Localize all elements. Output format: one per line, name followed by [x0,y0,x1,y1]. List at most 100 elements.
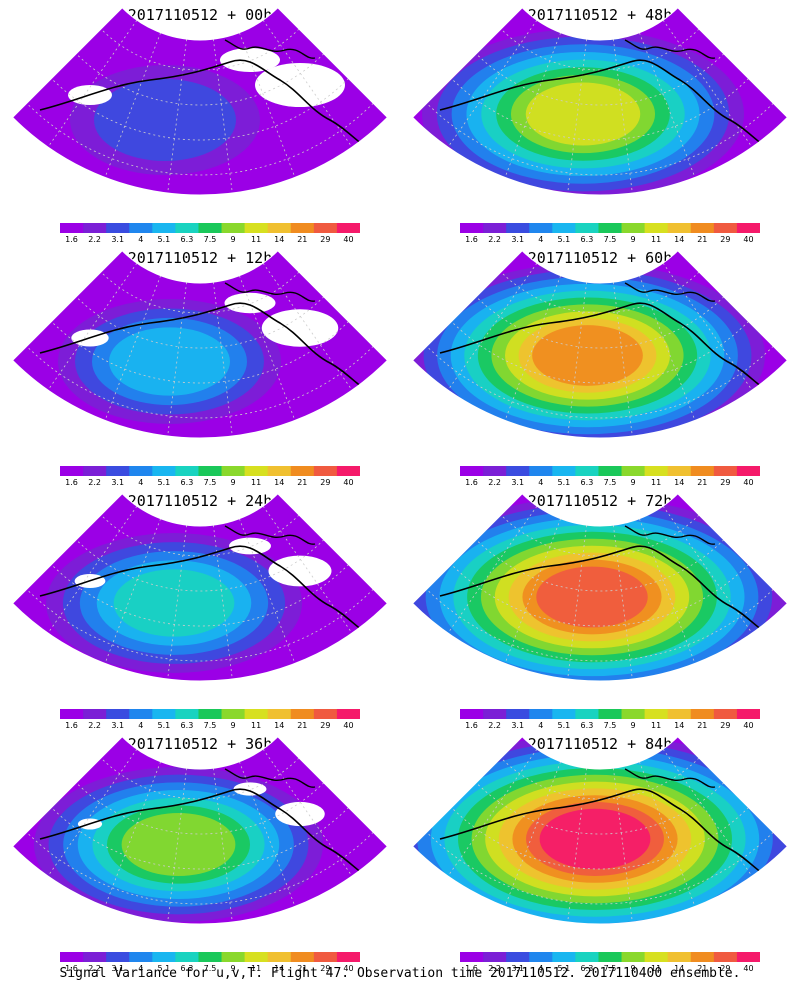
latitude-line [500,514,700,557]
colorbar-swatch [644,223,669,233]
colorbar-tick-label: 4 [138,721,144,730]
colorbar-tick-label: 11 [651,964,662,973]
colorbar-tick-label: 7.5 [203,235,217,244]
colorbar-swatch [644,466,669,476]
panel-title: 2017110512 + 36h [127,735,273,753]
colorbar-tick-label: 21 [297,721,308,730]
colorbar-tick-label: 11 [251,721,262,730]
sector-map [11,7,389,196]
colorbar-swatch [129,466,153,476]
coastline [39,788,371,880]
colorbar-swatch [552,952,576,962]
colorbar-tick-label: 2.2 [88,235,101,244]
colorbar-swatch [60,223,84,233]
longitude-line [167,282,187,437]
colorbar-tick-label: 40 [343,235,354,244]
variance-contour [94,79,236,161]
colorbar-tick-label: 7.5 [203,721,217,730]
panel-4: 2017110512 + 24h 1.6 2.2 3.1 4 5.1 6.3 7.5 9 11 14… [0,486,400,730]
colorbar-swatch [644,709,669,719]
longitude-line [639,32,696,178]
no-data-area [229,537,271,555]
colorbar-swatch [736,223,760,233]
colorbar-tick-label: 40 [743,721,754,730]
longitude-line [447,262,538,391]
colorbar-tick-label: 6.3 [580,964,594,973]
colorbar-swatch [152,952,176,962]
colorbar-tick-label: 6.3 [580,721,594,730]
colorbar-swatch [575,709,599,719]
colorbar-tick-label: 2.2 [88,721,101,730]
colorbar-swatch [552,466,576,476]
panel-1: 2017110512 + 48h 1.6 2.2 3.1 4 5.1 6.3 7.5 9 11 14… [400,0,800,244]
panel-title: 2017110512 + 84h [527,735,673,753]
colorbar-swatch [690,709,715,719]
colorbar-swatch [175,709,199,719]
colorbar-tick-label: 6.3 [580,478,594,487]
coastline [624,768,716,788]
map-outline [411,7,789,196]
colorbar-tick-label: 5.1 [157,721,171,730]
longitude-line [47,505,138,634]
longitude-line [213,525,233,680]
longitude-line [262,505,353,634]
latitude-line [26,588,374,662]
colorbar-swatch [244,952,269,962]
colorbar-swatch [244,466,269,476]
longitude-line [662,262,753,391]
latitude-line [500,28,700,71]
colorbar-swatch [336,223,360,233]
longitude-line [504,275,561,421]
panel-2: 2017110512 + 12h 1.6 2.2 3.1 4 5.1 6.3 7.5 9 11 14… [0,243,400,487]
colorbar-tick-label: 2.2 [88,964,101,973]
colorbar-tick-label: 1.6 [465,235,478,244]
colorbar-swatch [552,709,576,719]
colorbar-tick-label: 3.1 [511,721,525,730]
colorbar-swatch [713,952,738,962]
colorbar-swatch [175,952,199,962]
colorbar-tick-label: 7.5 [603,478,617,487]
colorbar-swatch [336,466,360,476]
longitude-line [262,262,353,391]
colorbar-swatch [198,952,223,962]
longitude-line [613,39,633,194]
longitude-line [662,505,753,634]
coastline [624,282,716,302]
colorbar-tick-label: 7.5 [203,964,217,973]
colorbar-tick-label: 9 [230,964,236,973]
panel-title: 2017110512 + 60h [527,249,673,267]
colorbar-tick-label: 4 [138,964,144,973]
panel-title: 2017110512 + 48h [527,6,673,24]
colorbar-swatch [575,223,599,233]
coastline [39,59,371,151]
longitude-line [104,518,161,664]
colorbar-swatch [175,466,199,476]
colorbar-swatch [460,223,484,233]
colorbar-tick-label: 5.1 [157,478,171,487]
panel-title: 2017110512 + 72h [527,492,673,510]
colorbar-swatch [460,952,484,962]
map-outline [411,250,789,439]
colorbar-swatch [483,223,507,233]
colorbar-swatch [290,952,315,962]
colorbar-tick-label: 1.6 [465,964,478,973]
longitude-line [567,282,587,437]
longitude-line [167,39,187,194]
colorbar-swatch [152,709,176,719]
colorbar-swatch [152,466,176,476]
colorbar-tick-label: 2.2 [488,964,501,973]
colorbar-tick-label: 4 [138,478,144,487]
latitude-line [100,757,300,800]
no-data-area [220,48,280,72]
latitude-line [426,831,774,905]
longitude-line [239,275,296,421]
colorbar-swatch [483,709,507,719]
colorbar-swatch [175,223,199,233]
longitude-line [639,518,696,664]
colorbar [460,466,760,476]
colorbar-swatch [506,709,530,719]
latitude-line [475,296,725,349]
colorbar-swatch [598,466,623,476]
longitude-line [447,748,538,877]
colorbar-swatch [506,223,530,233]
